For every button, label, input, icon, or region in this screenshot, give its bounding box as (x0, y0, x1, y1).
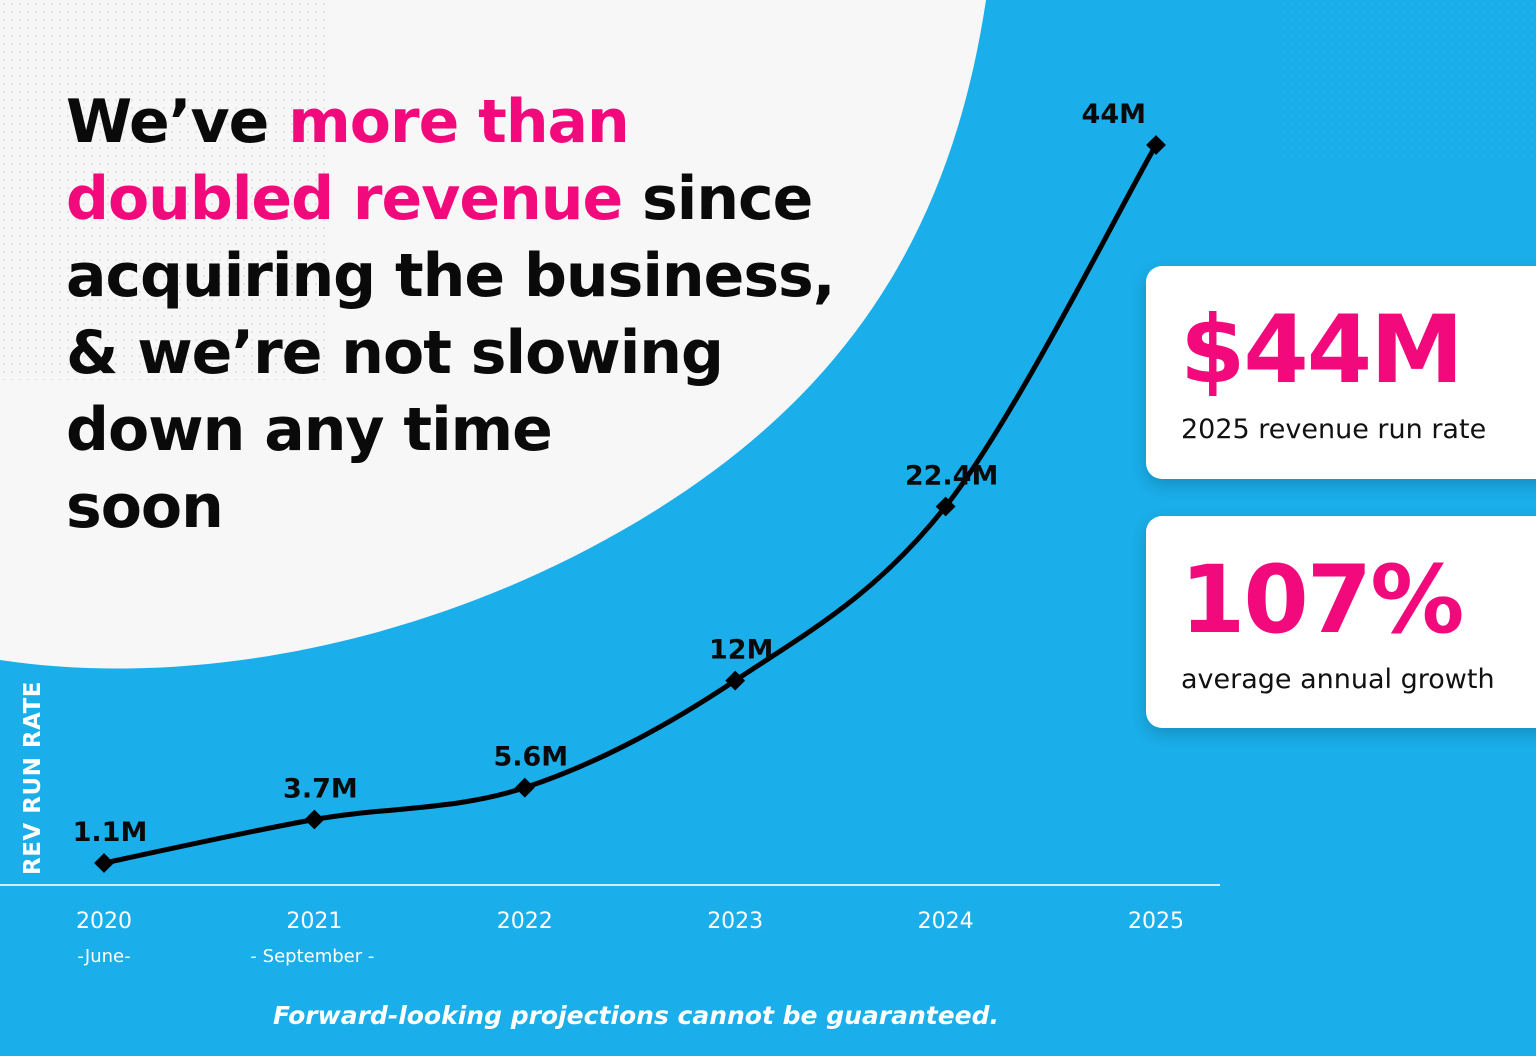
headline-line: acquiring the business, (66, 238, 836, 315)
y-axis-label: REV RUN RATE (20, 681, 46, 875)
data-label-2022: 5.6M (493, 742, 568, 773)
data-point-2023 (725, 670, 746, 691)
headline-highlight: doubled revenue (66, 164, 623, 234)
growth-card: 107% average annual growth (1146, 516, 1536, 728)
data-label-2023: 12M (709, 635, 773, 666)
x-axis-ticks: 2020 -June- 2021 - September - 2022 2023 2024 2… (76, 909, 1184, 967)
headline-text: & we’re not slowing (66, 318, 724, 388)
x-tick-2023: 2023 (707, 909, 763, 934)
run-rate-value: $44M (1180, 296, 1464, 405)
data-label-2020: 1.1M (73, 817, 148, 848)
headline-text: acquiring the business, (66, 241, 836, 311)
headline-text: down any time (66, 395, 553, 465)
data-markers (94, 135, 1166, 873)
data-point-2025 (1146, 135, 1166, 155)
data-point-2022 (514, 777, 535, 798)
data-label-2021: 3.7M (283, 773, 358, 804)
headline-line: soon (66, 469, 826, 546)
headline-text: soon (66, 472, 224, 542)
x-tick-2024: 2024 (918, 909, 974, 934)
data-point-2021 (304, 809, 325, 830)
x-tick-2022: 2022 (497, 909, 553, 934)
data-point-2024 (935, 496, 956, 517)
run-rate-label: 2025 revenue run rate (1181, 414, 1487, 445)
x-tick-2020: 2020 (76, 909, 132, 934)
x-sublabel-2021: - September - (250, 946, 374, 967)
dot-texture-blue (1280, 0, 1536, 160)
data-label-2025: 44M (1082, 99, 1146, 130)
data-label-2024: 22.4M (905, 461, 999, 492)
headline-text: We’ve (66, 87, 289, 157)
headline-highlight: more than (288, 87, 630, 157)
run-rate-card: $44M 2025 revenue run rate (1146, 266, 1536, 479)
dot-texture (0, 0, 330, 380)
x-tick-2025: 2025 (1128, 909, 1184, 934)
headline-line: doubled revenue since (66, 161, 826, 238)
headline-line: down any time (66, 392, 826, 469)
headline-line: We’ve more than (66, 84, 826, 161)
headline-text: since (622, 164, 813, 234)
data-point-2020 (94, 853, 114, 873)
growth-value: 107% (1180, 546, 1464, 655)
data-labels: 1.1M 3.7M 5.6M 12M 22.4M 44M (73, 99, 1146, 848)
x-sublabel-2020: -June- (77, 946, 130, 967)
headline-line: & we’re not slowing (66, 315, 826, 392)
disclaimer: Forward-looking projections cannot be gu… (272, 1001, 1000, 1030)
growth-label: average annual growth (1181, 664, 1495, 695)
x-tick-2021: 2021 (286, 909, 342, 934)
headline: We’ve more than doubled revenue since acqu… (66, 84, 836, 546)
